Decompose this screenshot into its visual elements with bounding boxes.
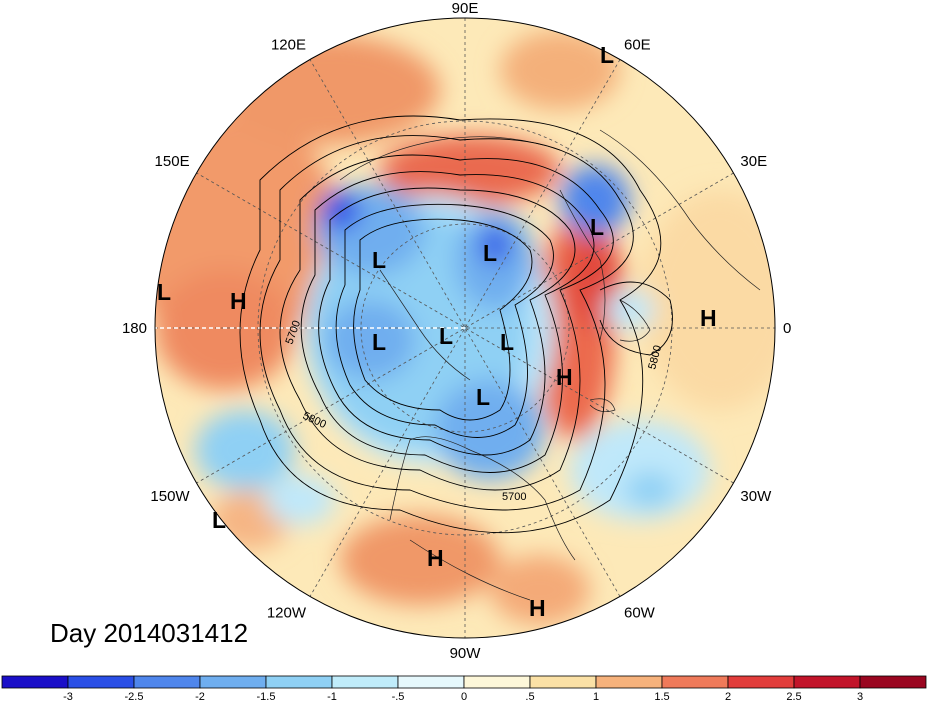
pressure-center: H [529, 595, 546, 621]
colorbar-tick-label: -1.5 [257, 691, 276, 702]
colorbar-swatch [529, 675, 597, 689]
pressure-center: L [157, 279, 171, 305]
pressure-center: H [230, 288, 247, 314]
pressure-center: L [483, 240, 497, 266]
colorbar-swatch [199, 675, 267, 689]
polar-stereographic-map: 5700 5800 5800 5700 90E60E30E030W60W90W1… [122, 0, 791, 662]
map-boundary [154, 17, 776, 639]
longitude-label: 60E [624, 37, 651, 54]
pressure-centers: L L L L H L L L L L H H H L H H [157, 42, 717, 621]
colorbar-swatch [859, 675, 927, 689]
longitude-label: 0 [783, 320, 791, 337]
geopotential-contours [239, 115, 673, 534]
longitude-label: 90W [450, 645, 482, 662]
colorbar-swatch [265, 675, 333, 689]
coastlines [339, 129, 761, 601]
colorbar-swatch [67, 675, 135, 689]
longitude-label: 120W [267, 604, 307, 621]
colorbar-tick-label: 0 [461, 691, 467, 702]
colorbar-tick-label: 3 [857, 691, 863, 702]
pressure-center: L [212, 507, 226, 533]
longitude-label: 30W [740, 488, 772, 505]
longitude-labels: 90E 60E 30E 0 30W 60W 90W 120W 150W 180 150E 120E [122, 0, 791, 662]
pressure-center: L [600, 42, 614, 68]
pressure-center: L [372, 247, 386, 273]
colorbar-tick-label: .5 [525, 691, 534, 702]
pressure-center: L [590, 214, 604, 240]
pressure-center: L [476, 384, 490, 410]
colorbar-tick-label: -.5 [392, 691, 405, 702]
longitude-label: 150W [150, 488, 190, 505]
pressure-center: H [427, 545, 444, 571]
colorbar-tick-label: 2 [725, 691, 731, 702]
colorbar: -3 -2.5 -2 -1.5 -1 -.5 0 .5 1 1.5 2 2.5 3 [1, 675, 927, 702]
contour-label: 5700 [502, 491, 526, 503]
pressure-center: L [500, 329, 514, 355]
pressure-center: L [439, 323, 453, 349]
colorbar-tick-label: 1 [593, 691, 599, 702]
longitude-label: 30E [740, 153, 767, 170]
colorbar-tick-label: 1.5 [654, 691, 669, 702]
colorbar-swatch [463, 675, 531, 689]
pressure-center: H [700, 305, 717, 331]
colorbar-tick-label: 2.5 [786, 691, 801, 702]
longitude-label: 120E [271, 37, 306, 54]
longitude-label: 180 [122, 320, 147, 337]
longitude-label: 90E [452, 0, 479, 17]
colorbar-swatch [1, 675, 69, 689]
colorbar-swatch [595, 675, 663, 689]
colorbar-swatch [397, 675, 465, 689]
colorbar-swatch [661, 675, 729, 689]
colorbar-swatch [133, 675, 201, 689]
colorbar-tick-label: -2 [195, 691, 205, 702]
colorbar-tick-label: -1 [327, 691, 337, 702]
longitude-label: 150E [155, 153, 190, 170]
longitude-label: 60W [624, 604, 656, 621]
colorbar-tick-label: -2.5 [125, 691, 144, 702]
pressure-center: L [372, 329, 386, 355]
colorbar-swatch [727, 675, 795, 689]
pressure-center: H [556, 364, 573, 390]
colorbar-swatch [331, 675, 399, 689]
colorbar-swatch [793, 675, 861, 689]
colorbar-tick-label: -3 [63, 691, 73, 702]
map-title: Day 2014031412 [50, 618, 249, 648]
